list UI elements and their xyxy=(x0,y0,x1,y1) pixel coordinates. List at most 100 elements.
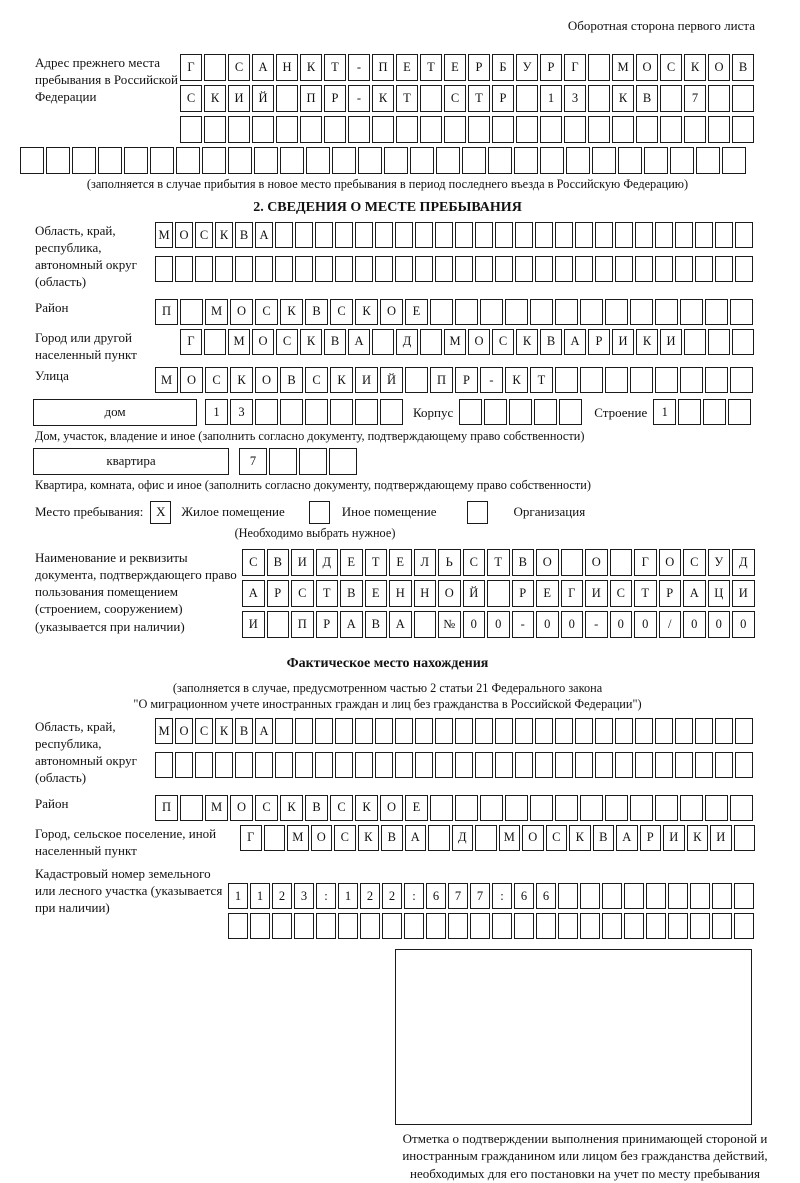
form-cell xyxy=(595,222,613,248)
form-cell xyxy=(535,222,553,248)
form-cell xyxy=(732,85,754,112)
form-cell xyxy=(360,912,380,939)
form-cell xyxy=(72,147,96,174)
form-cell xyxy=(480,794,503,821)
form-cell: 3 xyxy=(564,85,586,112)
form-cell xyxy=(272,912,292,939)
form-cell: С xyxy=(492,328,514,355)
form-cell: 6 xyxy=(514,882,534,909)
form-cell: С xyxy=(330,794,353,821)
form-cell: П xyxy=(291,610,314,638)
form-cell xyxy=(730,366,753,393)
prev-address-row-3 xyxy=(180,116,754,143)
form-cell: А xyxy=(255,222,273,248)
form-cell xyxy=(276,85,298,112)
form-cell: Н xyxy=(389,579,412,607)
city-label: Город или другой населенный пункт xyxy=(35,329,137,362)
form-cell: Е xyxy=(536,579,559,607)
form-cell xyxy=(155,751,173,778)
form-cell: К xyxy=(300,54,322,81)
form-cell xyxy=(680,794,703,821)
form-cell xyxy=(462,147,486,174)
form-cell: - xyxy=(585,610,608,638)
form-cell xyxy=(655,298,678,325)
form-cell xyxy=(355,222,373,248)
form-cell xyxy=(555,366,578,393)
form-cell xyxy=(395,222,413,248)
form-cell: К xyxy=(569,824,591,851)
form-cell xyxy=(488,147,512,174)
form-cell: М xyxy=(205,794,228,821)
form-cell xyxy=(684,116,706,143)
form-cell: К xyxy=(636,328,658,355)
form-cell: 0 xyxy=(560,610,583,638)
form-cell: / xyxy=(658,610,681,638)
form-cell: Ц xyxy=(707,579,730,607)
form-cell xyxy=(722,147,746,174)
form-cell xyxy=(176,147,200,174)
form-cell xyxy=(375,256,393,282)
actual-city-block: Город, сельское поселение, иной населенн… xyxy=(20,824,755,859)
form-cell xyxy=(180,794,203,821)
form-cell: Е xyxy=(389,548,412,576)
form-cell xyxy=(355,256,373,282)
form-cell xyxy=(695,222,713,248)
form-cell: К xyxy=(330,366,353,393)
form-cell xyxy=(516,85,538,112)
form-cell xyxy=(696,147,720,174)
apartment-block: квартира 7 xyxy=(33,447,755,475)
form-cell: Т xyxy=(530,366,553,393)
form-cell: В xyxy=(340,579,363,607)
form-cell: Й xyxy=(252,85,274,112)
form-cell xyxy=(266,610,289,638)
header-note: Оборотная сторона первого листа xyxy=(567,18,755,33)
form-cell xyxy=(455,222,473,248)
form-cell: С xyxy=(291,579,314,607)
form-cell xyxy=(708,85,730,112)
section2-title: 2. СВЕДЕНИЯ О МЕСТЕ ПРЕБЫВАНИЯ xyxy=(253,200,522,215)
form-cell: Р xyxy=(324,85,346,112)
form-cell xyxy=(475,751,493,778)
form-cell: А xyxy=(242,579,265,607)
form-cell xyxy=(426,912,446,939)
form-cell: К xyxy=(215,717,233,744)
form-cell xyxy=(515,222,533,248)
form-cell: К xyxy=(357,824,379,851)
form-cell xyxy=(655,222,673,248)
form-cell xyxy=(215,256,233,282)
form-cell: М xyxy=(498,824,520,851)
form-cell xyxy=(535,751,553,778)
form-cell: И xyxy=(242,610,265,638)
form-cell xyxy=(505,794,528,821)
form-cell: Е xyxy=(364,579,387,607)
form-cell xyxy=(124,147,148,174)
form-cell xyxy=(558,882,578,909)
form-cell: Л xyxy=(413,548,436,576)
form-cell: К xyxy=(684,54,706,81)
form-cell: М xyxy=(155,366,178,393)
form-cell xyxy=(410,147,434,174)
form-cell: А xyxy=(340,610,363,638)
house-box: дом xyxy=(33,398,197,426)
form-cell: 7 xyxy=(239,447,267,475)
form-cell xyxy=(575,256,593,282)
choose-note: (Необходимо выбрать нужное) xyxy=(234,525,396,540)
stamp-caption: Отметка о подтверждении выполнения прини… xyxy=(402,1130,768,1181)
form-cell xyxy=(728,399,752,426)
form-cell: А xyxy=(404,824,426,851)
form-cell: К xyxy=(355,794,378,821)
form-cell: С xyxy=(334,824,356,851)
form-cell: - xyxy=(511,610,534,638)
form-cell xyxy=(580,794,603,821)
form-cell: К xyxy=(230,366,253,393)
form-cell xyxy=(228,912,248,939)
form-cell: О xyxy=(252,328,274,355)
form-cell: О xyxy=(658,548,681,576)
form-cell: С xyxy=(255,794,278,821)
form-cell xyxy=(660,116,682,143)
form-cell: В xyxy=(381,824,403,851)
form-cell xyxy=(630,298,653,325)
apartment-cells: 7 xyxy=(239,447,357,475)
form-cell xyxy=(415,256,433,282)
